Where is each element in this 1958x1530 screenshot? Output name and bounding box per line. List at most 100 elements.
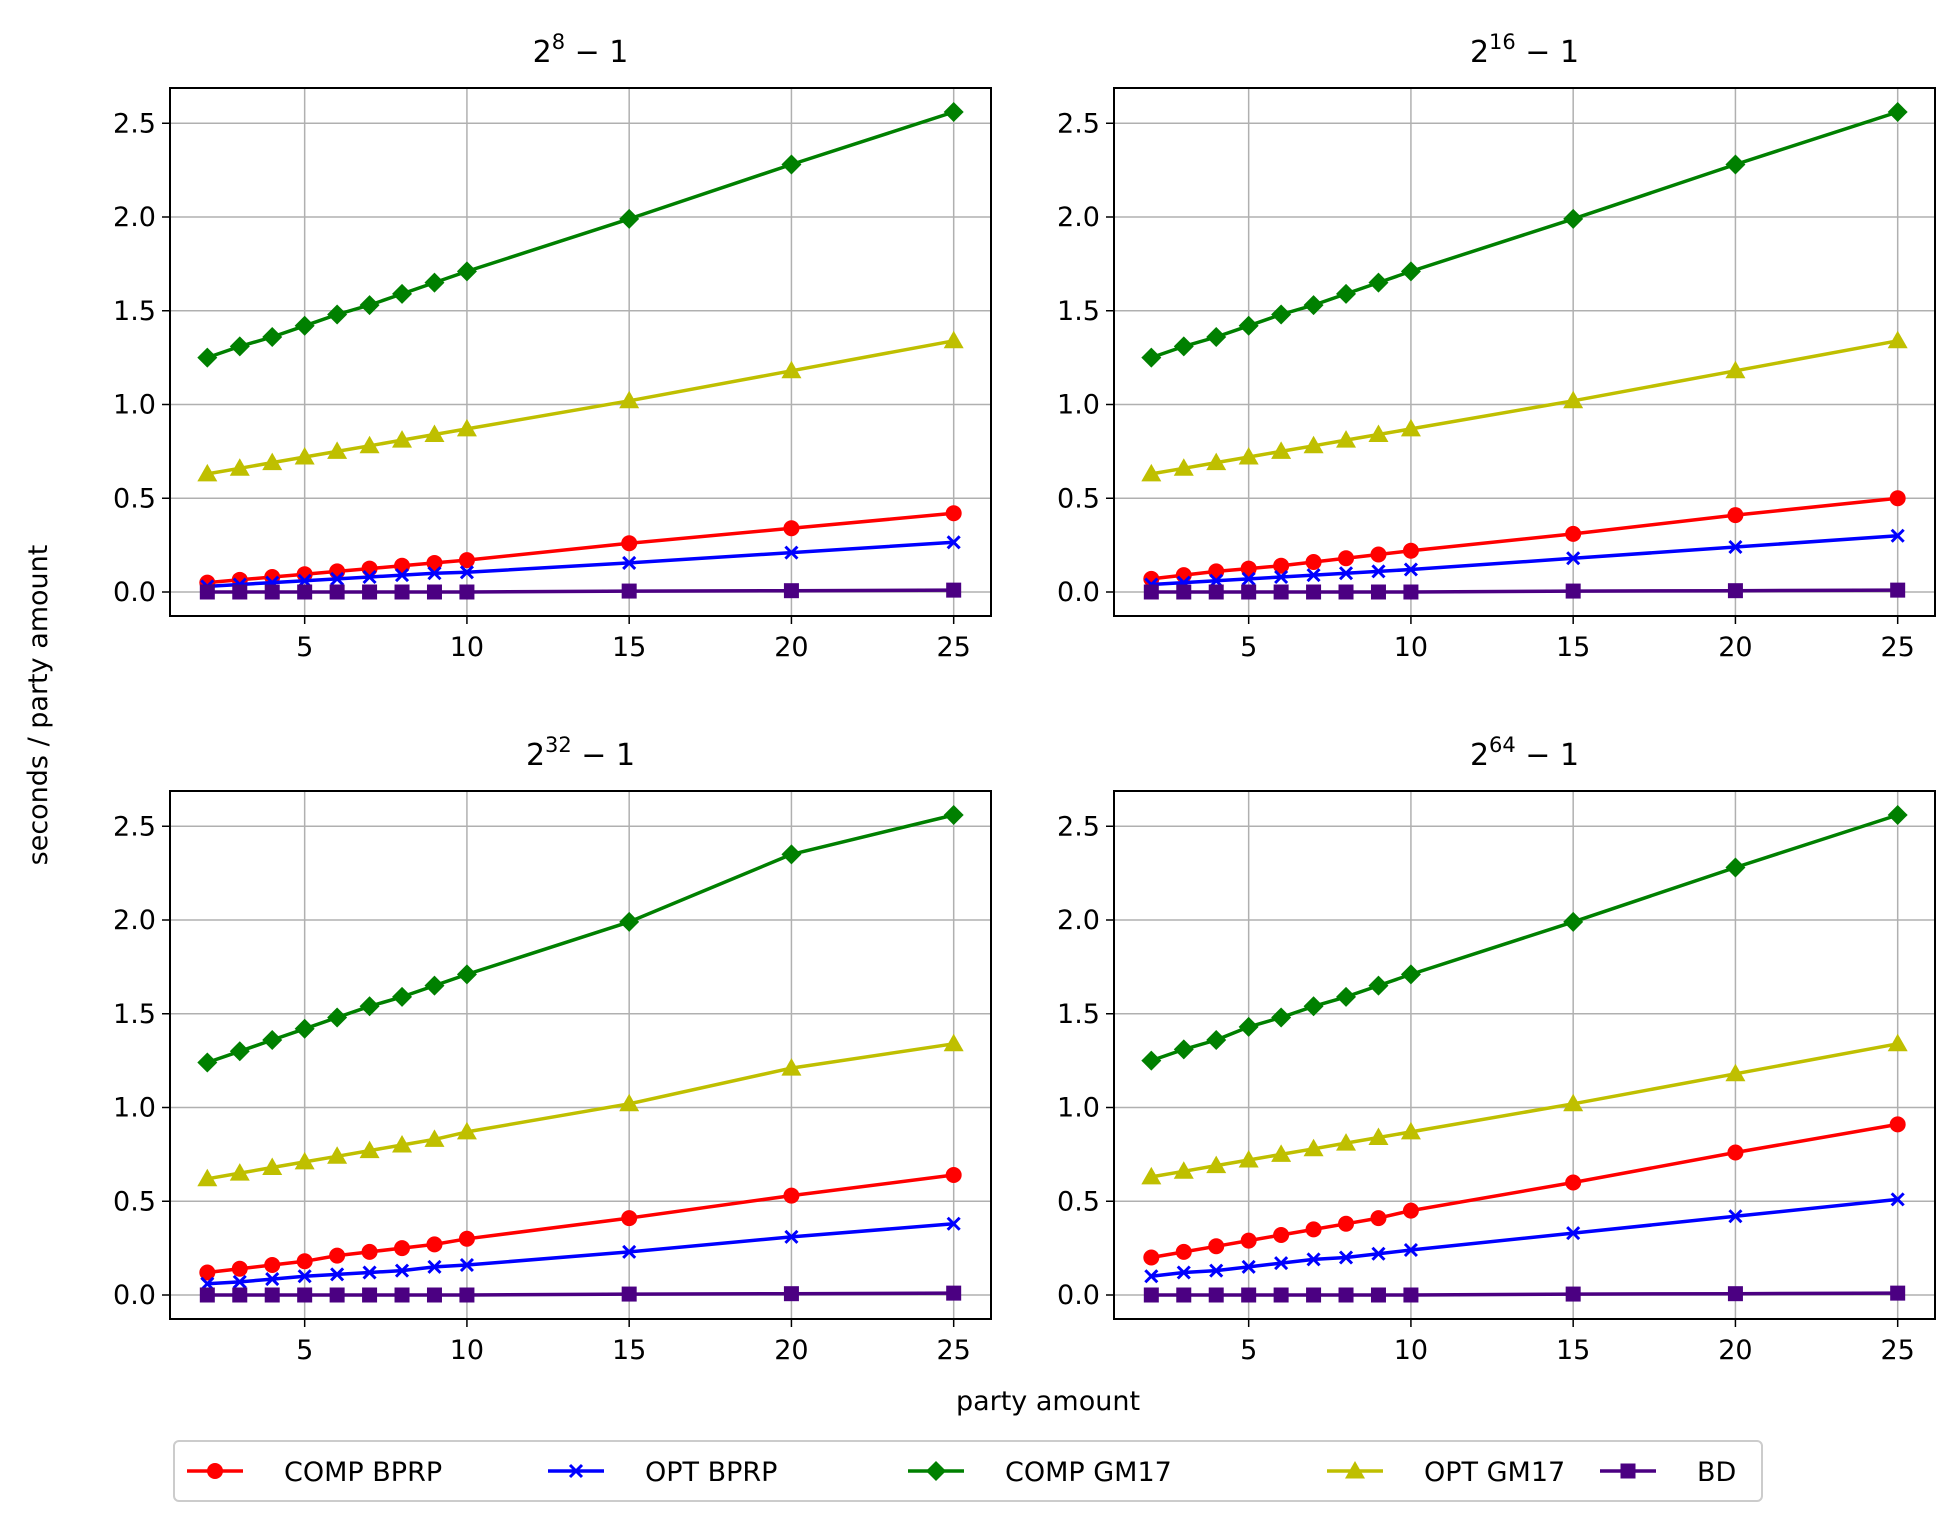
data-point-comp-gm17 — [1173, 336, 1194, 357]
data-point-bd — [394, 1287, 410, 1303]
data-point-comp-gm17 — [1563, 208, 1584, 229]
data-point-opt-bprp — [1241, 1259, 1256, 1274]
data-point-comp-gm17 — [1141, 347, 1162, 368]
data-point-comp-gm17 — [619, 208, 640, 229]
series-line-bd — [1151, 1291, 1898, 1297]
data-point-opt-gm17 — [1271, 441, 1292, 459]
series-line-opt-bprp — [207, 540, 954, 589]
series-comp-bprp — [1143, 1116, 1906, 1266]
data-point-comp-gm17 — [262, 1030, 283, 1050]
data-point-comp-gm17 — [327, 304, 348, 325]
title-rest: − 1 — [572, 738, 635, 773]
data-point-opt-gm17 — [327, 441, 348, 459]
data-point-comp-gm17 — [1141, 1050, 1162, 1071]
data-point-opt-bprp — [427, 1259, 442, 1274]
plot-frame — [1113, 790, 1936, 1320]
data-point-opt-bprp — [1371, 1246, 1386, 1261]
y-tick-label: 0.5 — [1057, 483, 1100, 514]
y-tick-label: 0.0 — [1057, 577, 1100, 608]
data-point-opt-bprp — [1566, 551, 1581, 566]
data-point-bd — [1890, 1285, 1906, 1301]
data-point-opt-gm17 — [197, 1168, 218, 1187]
data-point-bd — [1727, 1286, 1743, 1302]
data-point-comp-bprp — [199, 1264, 216, 1281]
data-point-comp-gm17 — [392, 986, 413, 1007]
legend-entry-bd: BD — [1600, 1457, 1736, 1488]
data-point-comp-gm17 — [1303, 295, 1324, 316]
data-point-opt-gm17 — [294, 1151, 315, 1170]
data-point-opt-bprp — [427, 566, 442, 581]
data-point-opt-bprp — [362, 569, 377, 585]
data-point-comp-gm17 — [424, 272, 445, 293]
data-point-comp-bprp — [361, 560, 378, 577]
plot-frame — [169, 790, 992, 1320]
y-tick-label: 2.5 — [1057, 108, 1100, 139]
data-point-opt-bprp — [1306, 1252, 1321, 1267]
series-comp-gm17 — [197, 102, 964, 368]
data-point-opt-gm17 — [1271, 1144, 1292, 1162]
legend-entry-opt-gm17: OPT GM17 — [1327, 1457, 1565, 1488]
x-tick-label: 10 — [450, 632, 484, 663]
data-point-opt-gm17 — [1887, 1033, 1908, 1052]
legend-marker-comp-gm17 — [926, 1461, 946, 1481]
data-point-opt-gm17 — [1238, 447, 1259, 465]
data-point-opt-gm17 — [1141, 463, 1162, 482]
data-point-bd — [426, 1287, 442, 1303]
data-point-opt-gm17 — [359, 435, 380, 454]
data-point-comp-bprp — [329, 1247, 346, 1264]
y-tick-label: 1.0 — [113, 390, 156, 421]
data-point-comp-gm17 — [1173, 1039, 1194, 1060]
series-comp-gm17 — [197, 805, 964, 1073]
plot-frame — [1113, 87, 1936, 617]
subplot-title: 28 − 1 — [533, 30, 629, 70]
data-point-bd — [1273, 584, 1289, 600]
subplot-2: 5 10 15 20 25 0.0 0.5 1.0 1.5 2.0 2.5 216 − 1 — [1057, 30, 1936, 663]
y-tick-label: 2.5 — [113, 108, 156, 139]
data-point-opt-bprp — [622, 555, 637, 570]
x-tick-label: 15 — [612, 632, 646, 663]
title-base: 2 — [533, 35, 552, 70]
data-point-bd — [362, 584, 378, 600]
data-point-comp-bprp — [264, 1257, 281, 1273]
data-point-opt-gm17 — [456, 418, 477, 437]
data-point-opt-gm17 — [392, 430, 413, 448]
data-point-opt-gm17 — [424, 424, 445, 442]
data-point-comp-bprp — [1240, 560, 1257, 577]
y-axis-label: seconds / party amount — [23, 545, 54, 866]
data-point-bd — [1241, 584, 1257, 600]
data-point-bd — [1241, 1287, 1257, 1303]
data-point-opt-bprp — [784, 545, 799, 560]
data-point-comp-gm17 — [197, 1052, 218, 1073]
data-point-bd — [621, 583, 637, 599]
title-base: 2 — [526, 738, 545, 773]
data-point-bd — [362, 1287, 378, 1303]
series-opt-gm17 — [197, 1033, 964, 1187]
data-point-bd — [1176, 1287, 1192, 1303]
y-tick-label: 1.5 — [113, 999, 156, 1030]
data-point-comp-bprp — [621, 535, 638, 552]
data-point-comp-gm17 — [262, 327, 283, 347]
data-point-comp-bprp — [783, 520, 800, 537]
data-point-opt-bprp — [1274, 569, 1289, 585]
series-bd — [199, 582, 962, 600]
data-point-opt-gm17 — [943, 1033, 964, 1052]
plot-frame — [169, 87, 992, 617]
data-point-comp-bprp — [296, 1253, 313, 1270]
data-point-comp-gm17 — [327, 1007, 348, 1028]
y-tick-label: 2.0 — [113, 202, 156, 233]
data-point-comp-bprp — [945, 1167, 962, 1183]
legend-entry-comp-gm17: COMP GM17 — [908, 1457, 1172, 1488]
data-point-comp-bprp — [1240, 1232, 1257, 1249]
legend-marker-bd — [1620, 1463, 1636, 1479]
x-tick-label: 20 — [1718, 632, 1752, 663]
data-point-comp-bprp — [1273, 557, 1290, 574]
x-tick-label: 20 — [774, 1335, 808, 1366]
data-point-comp-gm17 — [456, 261, 477, 282]
data-point-bd — [621, 1286, 637, 1302]
data-point-opt-bprp — [1890, 1192, 1905, 1207]
data-point-opt-gm17 — [1725, 1063, 1746, 1082]
series-comp-gm17 — [1141, 805, 1908, 1071]
data-point-bd — [459, 584, 475, 600]
y-tick-label: 2.5 — [113, 811, 156, 842]
